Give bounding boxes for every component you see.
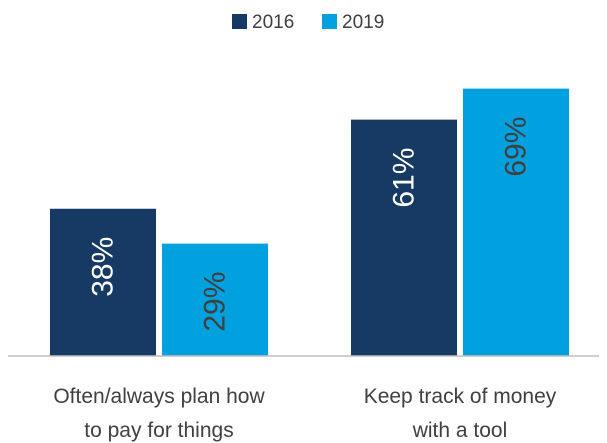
data-label-2019-1: 69% xyxy=(500,117,533,177)
legend: 2016 2019 xyxy=(232,12,384,33)
bar-2019-0 xyxy=(162,243,268,356)
category-label-1-line-0: Keep track of money xyxy=(364,385,557,408)
category-labels: Often/always plan how to pay for things Ke… xyxy=(53,385,556,442)
data-label-2016-1: 61% xyxy=(388,148,421,208)
bar-2016-1 xyxy=(351,119,457,356)
category-label-1-line-1: with a tool xyxy=(412,419,508,442)
bars: 38% 29% 61% 69% xyxy=(50,88,569,356)
bar-2019-1 xyxy=(463,88,569,356)
category-label-0-line-1: to pay for things xyxy=(84,419,233,442)
legend-swatch-2019 xyxy=(322,14,337,29)
legend-swatch-2016 xyxy=(232,14,247,29)
data-label-2016-0: 38% xyxy=(87,237,120,297)
data-label-2019-0: 29% xyxy=(199,272,232,332)
category-label-0-line-0: Often/always plan how xyxy=(53,385,265,408)
legend-label-2019: 2019 xyxy=(342,12,384,33)
bar-2016-0 xyxy=(50,208,156,356)
legend-label-2016: 2016 xyxy=(252,12,294,33)
